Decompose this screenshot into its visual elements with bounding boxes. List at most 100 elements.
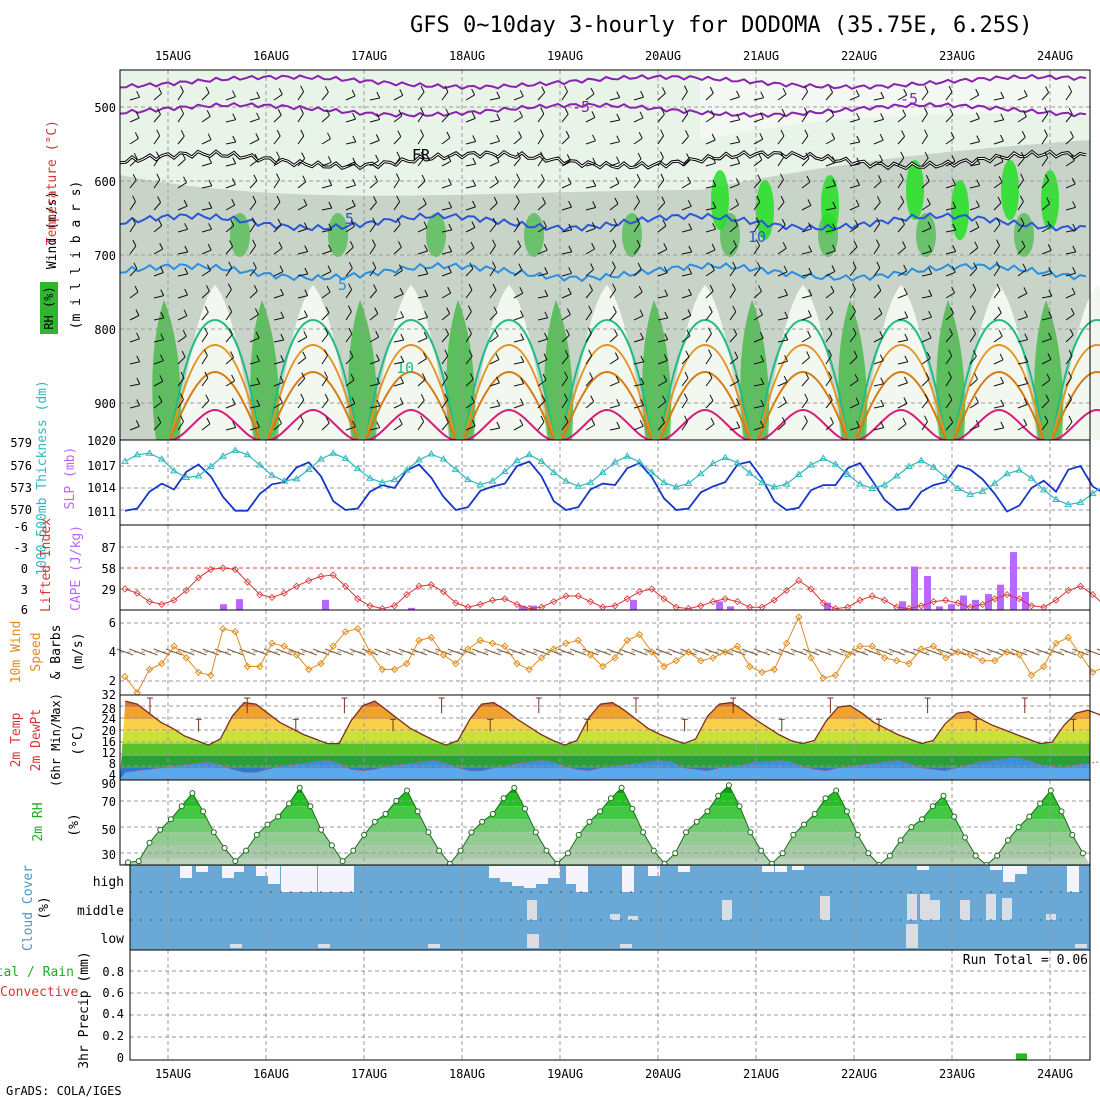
wind-barb-flag: [469, 262, 474, 270]
wind-barb: [1017, 424, 1027, 431]
wind-barb-flag: [424, 289, 429, 297]
wind-barb: [393, 293, 404, 299]
wind-barb-10m: [1023, 648, 1040, 656]
wind-barb-flag: [492, 261, 496, 268]
temp-contour-diurnal: [757, 370, 849, 441]
wind-barb-flag: [903, 88, 908, 96]
wind-speed-point: [795, 613, 803, 621]
wind-barb: [489, 382, 500, 387]
wind-barb-flag: [590, 87, 595, 95]
lifted-index-point: [795, 577, 803, 585]
wind-barb-flag: [324, 349, 328, 356]
wind-barb-flag: [232, 90, 236, 97]
wind-barb-flag: [904, 311, 909, 318]
wind-barb-flag: [567, 177, 572, 185]
wind-barb-flag: [376, 399, 381, 407]
wind-barb: [825, 333, 833, 343]
thickness-point: [353, 464, 362, 472]
wind-barb-flag: [880, 399, 885, 407]
thickness-point: [684, 479, 693, 486]
wind-barb-flag: [974, 373, 978, 380]
wind-barb-flag: [424, 267, 429, 275]
wind-barb: [249, 118, 260, 123]
wind-barb: [297, 251, 308, 255]
wind-barb-flag: [828, 393, 833, 401]
wind-barb: [417, 250, 428, 255]
wind-speed-point: [1064, 633, 1072, 642]
wind-barb: [633, 223, 640, 233]
wind-speed-point: [893, 656, 901, 665]
wind-barb: [273, 402, 283, 409]
wind-barb-flag: [710, 110, 715, 117]
wind-speed-point: [746, 662, 754, 671]
wind-barb-flag: [373, 284, 378, 291]
wind-barb: [993, 267, 1000, 277]
wind-barb-flag: [256, 377, 261, 385]
wind-barb: [897, 423, 907, 431]
wind-barb-flag: [1047, 220, 1052, 228]
wind-barb: [609, 224, 618, 233]
wind-barb: [225, 357, 234, 365]
wind-barb: [849, 379, 859, 387]
wind-barb-flag: [591, 111, 596, 118]
precip-background: [130, 950, 1090, 1060]
wind-barb: [489, 181, 499, 189]
wind-tick-4: 4: [109, 645, 116, 659]
wind-barb: [225, 267, 233, 277]
wind-barb: [1041, 421, 1049, 431]
wind-barb: [513, 292, 524, 299]
rh-point: [221, 845, 228, 851]
cloud-high-bar: [566, 866, 578, 884]
cloud-grid: [130, 865, 1090, 950]
cloud-mid-bar: [1046, 914, 1056, 920]
cloud-high-bar: [330, 866, 342, 892]
wind-barb-flag: [447, 155, 452, 162]
wind-barb: [177, 113, 185, 123]
wind-barb: [537, 379, 547, 387]
wind-barb: [681, 294, 692, 299]
temp-tick-4: 4: [109, 768, 116, 782]
wind-barb: [849, 205, 860, 211]
cloud-level-high: high: [93, 875, 124, 890]
wind-barb: [417, 91, 425, 101]
wind-barb: [849, 163, 860, 167]
wind-barb-flag: [784, 355, 789, 362]
wind-barb-flag: [832, 223, 837, 230]
thickness-point: [733, 458, 742, 466]
wind-barb: [345, 205, 356, 211]
wind-barb-flag: [299, 415, 304, 422]
lifted-index-point: [635, 588, 644, 596]
wind-barb: [993, 119, 1004, 123]
wind-barb-flag: [924, 393, 929, 401]
wind-barb: [969, 268, 978, 277]
wind-barb-flag: [616, 91, 621, 98]
wind-barb: [417, 227, 428, 233]
lifted-index-point: [782, 586, 791, 594]
wind-barb: [945, 251, 956, 255]
wind-barb-flag: [348, 327, 353, 335]
contour-label: -5: [900, 90, 918, 108]
rh-point: [779, 850, 786, 857]
moist-blob: [916, 213, 936, 257]
wind-barb: [321, 250, 332, 255]
cloud-high-bar: [180, 866, 192, 878]
wind-barb-flag: [687, 200, 692, 207]
thickness-point: [304, 465, 313, 472]
wind-barb-flag: [204, 306, 209, 313]
wind-barb: [201, 400, 210, 409]
wind-barb: [1065, 399, 1072, 409]
top-date-15AUG: 15AUG: [155, 49, 191, 63]
wind-barb: [249, 159, 259, 167]
lifted-index-point: [329, 571, 337, 579]
wind-barb: [489, 335, 499, 343]
moist-column: [1034, 300, 1064, 440]
wind-barb: [225, 141, 236, 145]
wind-barb-flag: [1047, 353, 1052, 360]
wind-barb: [225, 289, 232, 299]
wind-speed-point: [721, 648, 729, 656]
wind-barb: [993, 245, 1000, 255]
temp-contour-diurnal: [855, 343, 947, 441]
wind-barb: [537, 249, 548, 255]
wind-speed-point: [807, 654, 815, 662]
lifted-index-point: [305, 577, 313, 585]
